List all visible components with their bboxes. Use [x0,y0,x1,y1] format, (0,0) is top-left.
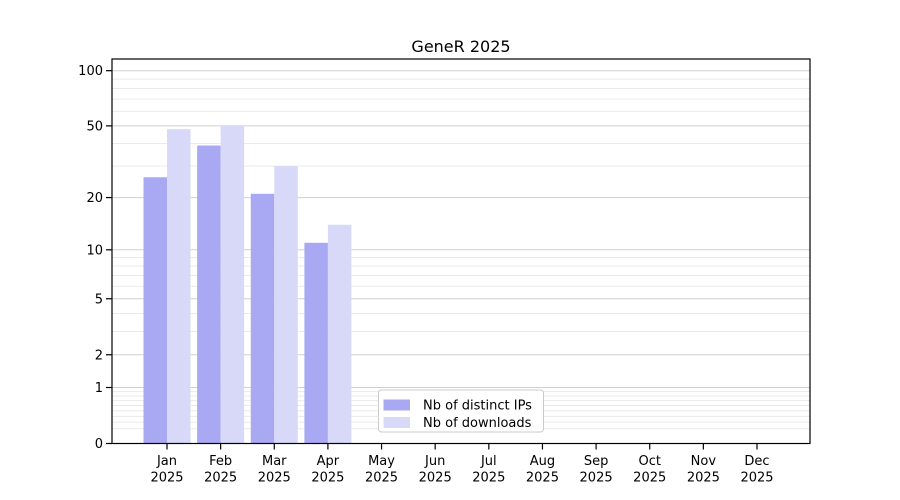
y-tick-label: 1 [95,381,103,396]
y-axis: 0 1 2 5 10 20 50 100 [78,64,112,452]
bar-apr-distinct-ips [304,242,328,444]
x-tick-label-year: 2025 [150,471,183,486]
x-axis: Jan 2025 Feb 2025 Mar 2025 Apr 2025 May 2025 Jun 20… [150,443,774,486]
x-tick-label-month: Jul [480,454,497,469]
y-tick-label: 5 [95,292,103,307]
legend-swatch-distinct-ips [383,399,410,411]
chart-title: GeneR 2025 [411,37,510,56]
x-tick-label-month: Sep [584,454,609,469]
y-tick-label: 20 [86,191,103,206]
x-tick-label-year: 2025 [526,471,559,486]
bar-apr-downloads [327,224,352,444]
plot-border [111,58,811,445]
bar-feb-downloads [220,125,245,444]
y-tick-label: 0 [95,437,103,452]
x-tick-label-month: Apr [317,454,340,469]
x-tick-label-month: Jun [424,454,445,469]
y-tick-label: 2 [95,348,103,363]
legend-swatch-downloads [383,417,410,428]
x-tick-label-month: Nov [691,454,717,469]
bar-jan-distinct-ips [143,177,167,444]
bar-mar-downloads [274,166,298,444]
x-tick-label-month: May [368,454,395,469]
x-tick-label-month: Dec [744,454,769,469]
x-tick-label-year: 2025 [740,471,773,486]
bar-feb-distinct-ips [197,145,221,444]
x-tick-label-year: 2025 [419,471,452,486]
bar-mar-distinct-ips [250,193,275,444]
y-tick-label: 50 [86,119,103,134]
x-tick-label-year: 2025 [472,471,505,486]
x-tick-label-month: Feb [209,454,232,469]
x-tick-label-year: 2025 [311,471,344,486]
x-tick-label-year: 2025 [258,471,291,486]
x-tick-label-year: 2025 [633,471,666,486]
legend-box [378,389,544,433]
x-tick-label-month: Oct [638,454,660,469]
y-tick-label: 10 [86,243,103,258]
x-tick-label-year: 2025 [687,471,720,486]
legend: Nb of distinct IPs Nb of downloads [378,389,544,433]
y-tick-label: 100 [78,64,103,79]
x-tick-label-month: Aug [530,454,555,469]
x-tick-label-year: 2025 [580,471,613,486]
legend-label-downloads: Nb of downloads [423,416,532,431]
x-tick-label-year: 2025 [365,471,398,486]
bars [143,125,352,444]
bar-jan-downloads [167,129,191,444]
x-tick-label-month: Mar [262,454,287,469]
x-tick-label-month: Jan [156,454,177,469]
legend-label-distinct-ips: Nb of distinct IPs [423,399,532,414]
x-tick-label-year: 2025 [204,471,237,486]
